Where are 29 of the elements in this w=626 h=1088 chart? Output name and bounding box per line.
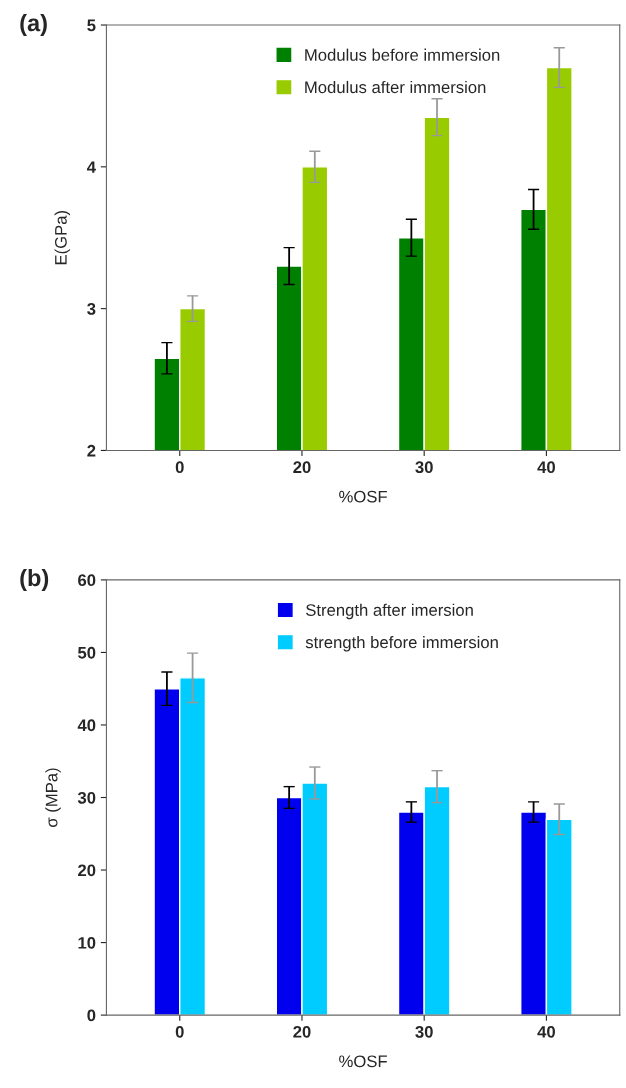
y-tick-label: 0 xyxy=(87,1009,96,1022)
y-tick-label: 40 xyxy=(77,719,96,732)
chart-title: (a) xyxy=(20,14,47,37)
y-tick-label: 30 xyxy=(77,791,96,804)
y-tick-label: 2 xyxy=(87,444,96,457)
y-tick-label: 3 xyxy=(87,303,96,315)
x-tick-label: 40 xyxy=(537,461,555,474)
y-axis-title: σ (MPa) xyxy=(45,768,61,827)
x-tick-label: 0 xyxy=(175,461,184,474)
y-tick-label: 10 xyxy=(78,936,96,949)
x-tick-label: 20 xyxy=(293,461,311,474)
chart-title: (b) xyxy=(20,568,49,591)
legend-label: Modulus after immersion xyxy=(305,80,486,94)
x-axis-title: %OSF xyxy=(339,490,387,503)
y-tick-label: 4 xyxy=(86,161,96,173)
y-tick-label: 60 xyxy=(78,574,96,587)
x-axis-title: %OSF xyxy=(339,1055,387,1068)
x-tick-label: 30 xyxy=(415,1025,433,1038)
x-tick-label: 30 xyxy=(415,461,433,474)
x-tick-label: 0 xyxy=(175,1025,184,1038)
legend-label: Strength after imersion xyxy=(306,603,473,620)
y-tick-label: 5 xyxy=(87,19,96,32)
x-tick-label: 20 xyxy=(293,1025,311,1038)
y-tick-label: 50 xyxy=(77,646,96,659)
legend-label: strength before immersion xyxy=(305,635,498,652)
y-tick-label: 20 xyxy=(78,864,96,877)
legend-label: Modulus before immersion xyxy=(305,48,500,61)
x-tick-label: 40 xyxy=(537,1025,555,1038)
y-axis-title: E(GPa) xyxy=(54,210,71,265)
